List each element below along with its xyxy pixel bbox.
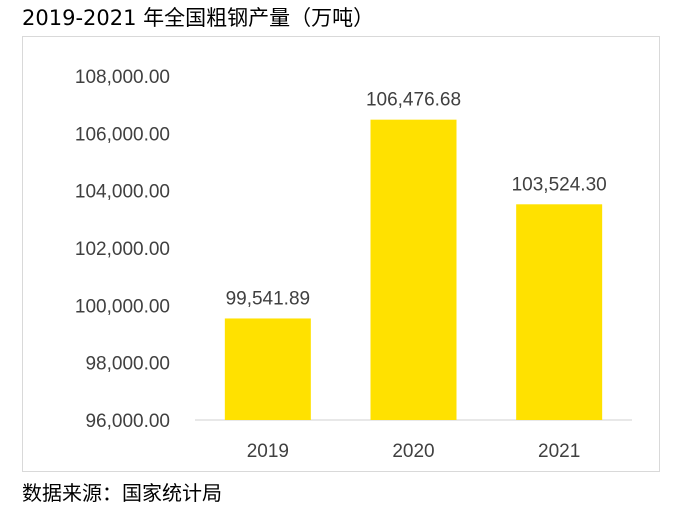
y-tick-label: 102,000.00 <box>75 239 170 260</box>
y-tick-label: 108,000.00 <box>75 67 170 88</box>
y-tick-label: 96,000.00 <box>85 411 170 432</box>
data-label: 103,524.30 <box>512 174 607 195</box>
source-note: 数据来源：国家统计局 <box>22 481 222 505</box>
chart-frame <box>22 36 660 472</box>
bar <box>370 119 457 420</box>
bar <box>224 318 311 420</box>
x-tick-label: 2021 <box>538 441 580 462</box>
data-label: 106,476.68 <box>366 90 461 111</box>
bar <box>516 204 603 420</box>
y-tick-label: 104,000.00 <box>75 182 170 203</box>
y-tick-label: 98,000.00 <box>85 354 170 375</box>
y-tick-label: 100,000.00 <box>75 296 170 317</box>
y-tick-label: 106,000.00 <box>75 124 170 145</box>
data-label: 99,541.89 <box>226 288 311 309</box>
x-tick-label: 2019 <box>247 441 289 462</box>
x-tick-label: 2020 <box>392 441 434 462</box>
chart-title: 2019-2021 年全国粗钢产量（万吨） <box>22 6 375 30</box>
